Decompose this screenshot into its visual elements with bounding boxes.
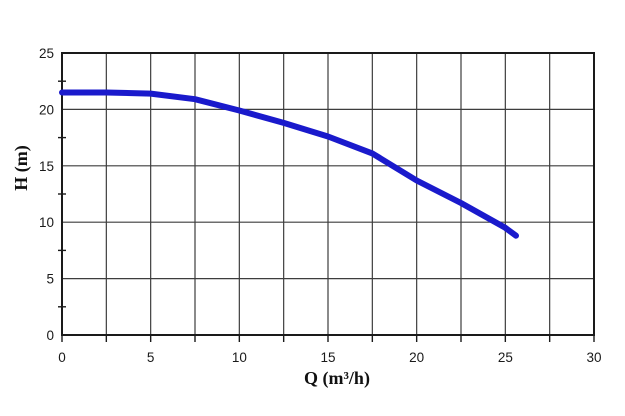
x-tick-label: 0: [58, 350, 66, 365]
x-tick-label: 15: [320, 350, 335, 365]
tick-labels: 0 5 10 15 20 25 30 0 5 10 15 20 25: [39, 46, 602, 365]
x-tick-label: 20: [409, 350, 424, 365]
y-tick-label: 15: [39, 159, 54, 174]
y-tick-label: 0: [46, 328, 54, 343]
grid-lines: [62, 53, 594, 335]
y-tick-label: 10: [39, 215, 54, 230]
axis-ticks: [58, 80, 595, 342]
pump-head-curve: [59, 89, 519, 239]
y-tick-label: 25: [39, 46, 54, 61]
data-series: [59, 89, 519, 239]
y-axis-label: H (m): [11, 145, 32, 190]
y-tick-label: 5: [46, 272, 54, 287]
x-axis-label: Q (m³/h): [304, 368, 370, 389]
x-tick-label: 5: [147, 350, 155, 365]
x-tick-label: 10: [232, 350, 247, 365]
y-tick-label: 20: [39, 102, 54, 117]
x-tick-label: 25: [498, 350, 513, 365]
x-tick-label: 30: [586, 350, 601, 365]
